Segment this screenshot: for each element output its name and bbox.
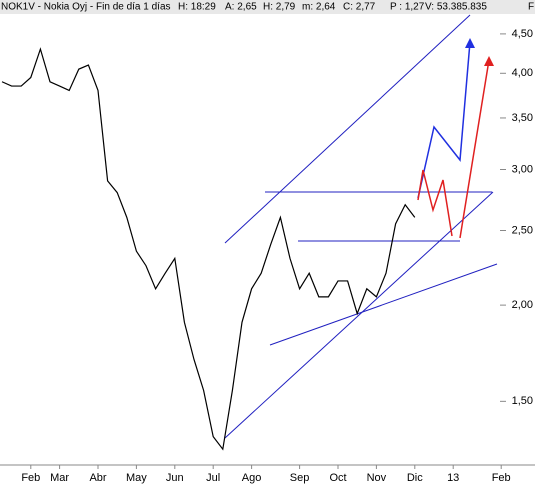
y-tick-label: 3,00: [512, 163, 533, 175]
y-tick-label: 2,50: [512, 224, 533, 236]
header-field: NOK1V - Nokia Oyj - Fin de día 1 días: [1, 2, 171, 13]
header-field: C: 2,77: [343, 2, 376, 13]
x-tick-label: Jun: [166, 472, 184, 484]
header-bar: [0, 0, 535, 14]
y-tick-label: 2,00: [512, 299, 533, 311]
header-field: P : 1,27: [390, 2, 425, 13]
y-tick-label: 3,50: [512, 112, 533, 124]
price-line: [1, 47, 416, 451]
y-tick-label: 4,00: [512, 67, 533, 79]
header-field: H: 18:29: [178, 2, 216, 13]
x-tick-label: Feb: [21, 472, 40, 484]
x-tick-label: Ago: [242, 472, 262, 484]
header-field: m: 2,64: [302, 2, 336, 13]
x-tick-label: Dic: [407, 472, 423, 484]
x-tick-label: Abr: [89, 472, 106, 484]
y-tick-label: 1,50: [512, 395, 533, 407]
header-field: F:: [528, 2, 535, 13]
x-tick-label: Oct: [329, 472, 346, 484]
x-tick-label: Mar: [50, 472, 69, 484]
header-field: V: 53.385.835: [425, 2, 487, 13]
arrow-head: [465, 38, 475, 48]
y-tick-label: 4,50: [512, 28, 533, 40]
projection-red: [417, 169, 453, 237]
x-tick-label: 13: [447, 472, 459, 484]
header: NOK1V - Nokia Oyj - Fin de día 1 días H: …: [1, 2, 535, 13]
header-field: A: 2,65: [225, 2, 257, 13]
projection-blue: [417, 41, 471, 199]
channel-lower: [224, 191, 494, 439]
x-tick-label: May: [126, 472, 147, 484]
x-tick-label: Nov: [367, 472, 387, 484]
x-tick-label: Sep: [290, 472, 310, 484]
projection-red: [459, 59, 490, 239]
arrow-head: [484, 56, 494, 66]
trend-line: [269, 263, 498, 346]
annotations: [224, 14, 498, 439]
header-field: H: 2,79: [263, 2, 296, 13]
x-tick-label: Feb: [492, 472, 511, 484]
x-tick-label: Jul: [206, 472, 220, 484]
channel-upper: [224, 14, 471, 244]
